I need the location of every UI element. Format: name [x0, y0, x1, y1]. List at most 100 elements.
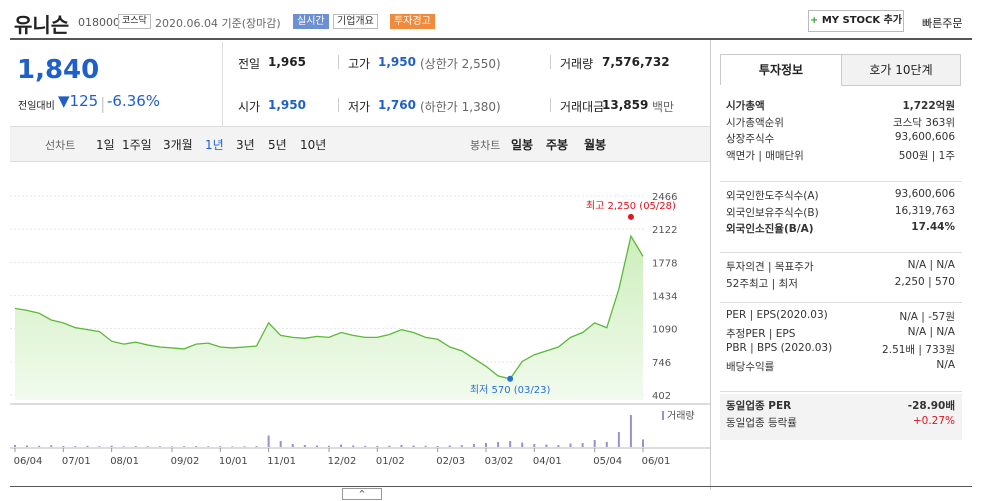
plus-icon: + [809, 15, 822, 26]
volume-bar [26, 445, 29, 447]
collapse-button[interactable]: ^ [342, 488, 382, 500]
info-value: N/A | N/A [907, 259, 955, 271]
volume-bar [412, 445, 415, 447]
summary-label: 거래량 [560, 57, 594, 71]
info-band [720, 394, 962, 440]
summary-label: 고가 [348, 57, 371, 71]
info-value: 2.51배 | 733원 [882, 344, 955, 356]
summary-label: 거래대금 [560, 100, 605, 114]
y-tick-label: 2122 [652, 225, 677, 236]
quick-order[interactable]: 빠른주문 [922, 17, 963, 30]
candle-tab[interactable]: 월봉 [584, 138, 607, 152]
warning-badge: 투자경고 [390, 14, 435, 29]
x-tick-label: 12/02 [328, 456, 357, 467]
change-value: ▼125 [58, 92, 98, 110]
price-line [14, 234, 644, 380]
period-tab[interactable]: 5년 [268, 138, 287, 152]
volume-bar [352, 445, 355, 447]
summary-value: 13,859 [602, 98, 649, 112]
volume-bar [328, 445, 330, 447]
volume-bar [376, 445, 379, 447]
info-label: 추정PER | EPS [726, 327, 796, 340]
info-tab[interactable]: 투자정보 [720, 54, 842, 85]
volume-bar [110, 445, 113, 447]
volume-bar [231, 446, 234, 447]
x-tick-label: 01/02 [376, 456, 405, 467]
volume-legend: 거래량 [667, 410, 695, 422]
summary-note: 백만 [652, 100, 675, 114]
info-label: PER | EPS(2020.03) [726, 309, 828, 321]
info-tab[interactable]: 호가 10단계 [841, 54, 961, 86]
summary-value: 1,760 [378, 98, 416, 112]
y-tick-label: 746 [652, 358, 671, 369]
volume-bar [74, 446, 77, 447]
volume-bar [86, 445, 89, 447]
info-rule [720, 391, 962, 392]
candle-label: 봉차트 [470, 139, 501, 152]
period-tab[interactable]: 3개월 [163, 138, 193, 152]
volume-bar [243, 446, 246, 447]
period-tab[interactable]: 1주일 [122, 138, 152, 152]
x-tick-label: 11/01 [267, 456, 296, 467]
volume-bar [158, 446, 161, 447]
volume-bar [315, 445, 318, 447]
period-label: 선차트 [45, 139, 76, 152]
volume-bar [581, 443, 584, 447]
info-rule [720, 252, 962, 253]
period-tab[interactable]: 3년 [236, 138, 255, 152]
volume-bar [279, 441, 282, 447]
x-tick-label: 04/01 [533, 456, 562, 467]
period-tab[interactable]: 1년 [205, 138, 224, 152]
separator [550, 55, 551, 69]
annotation-dot [507, 375, 514, 382]
info-label: 동일업종 등락률 [726, 416, 797, 429]
volume-bar [38, 445, 41, 447]
period-tab[interactable]: 10년 [300, 138, 327, 152]
info-label: 외국인보유주식수(B) [726, 206, 819, 219]
candle-tab[interactable]: 주봉 [546, 138, 569, 152]
summary-value: 1,965 [268, 55, 306, 69]
period-tab[interactable]: 1일 [96, 138, 115, 152]
info-value: 1,722억원 [902, 100, 955, 112]
separator [338, 55, 339, 69]
info-value: -28.90배 [907, 400, 955, 412]
info-value: +0.27% [912, 414, 955, 427]
info-label: 상장주식수 [726, 133, 775, 145]
candle-tab[interactable]: 일봉 [511, 138, 534, 152]
panel-divider [710, 40, 711, 490]
volume-bar [557, 445, 560, 447]
volume-bar [593, 440, 596, 447]
annotation-dot [627, 213, 634, 220]
x-tick-label: 02/03 [436, 456, 465, 467]
summary-label: 전일 [238, 57, 261, 71]
realtime-button[interactable]: 실시간 [293, 14, 329, 29]
x-tick-label: 06/01 [642, 456, 671, 467]
summary-note: (상한가 2,550) [420, 57, 501, 71]
volume-bar [545, 444, 548, 447]
info-label: 배당수익률 [726, 360, 775, 373]
volume-bar [436, 446, 439, 447]
current-price: 1,840 [17, 55, 100, 85]
info-value: 93,600,606 [894, 188, 955, 200]
volume-bar [14, 445, 16, 447]
my-stock-button[interactable]: + MY STOCK 추가 [808, 10, 904, 32]
company-button[interactable]: 기업개요 [333, 14, 378, 29]
volume-bar [388, 445, 391, 447]
price-chart: 402 746 1090 1434 1778 2122 2466 거래량 최고 2,250 (0… [10, 192, 710, 467]
summary-note: (하한가 1,380) [420, 100, 501, 114]
volume-bar [207, 446, 210, 447]
volume-bar [255, 446, 258, 447]
header-rule [10, 38, 972, 40]
summary-label: 저가 [348, 100, 371, 114]
annotation-label: 최저 570 (03/23) [470, 384, 551, 396]
volume-bar [569, 443, 572, 447]
x-tick-label: 09/02 [171, 456, 200, 467]
my-stock-label: MY STOCK 추가 [821, 15, 903, 26]
volume-bar [134, 446, 137, 447]
volume-bar [62, 446, 65, 447]
volume-bar [448, 445, 451, 447]
down-arrow: ▼ [58, 92, 70, 110]
volume-bar [98, 446, 101, 447]
volume-legend-swatch [662, 411, 664, 420]
